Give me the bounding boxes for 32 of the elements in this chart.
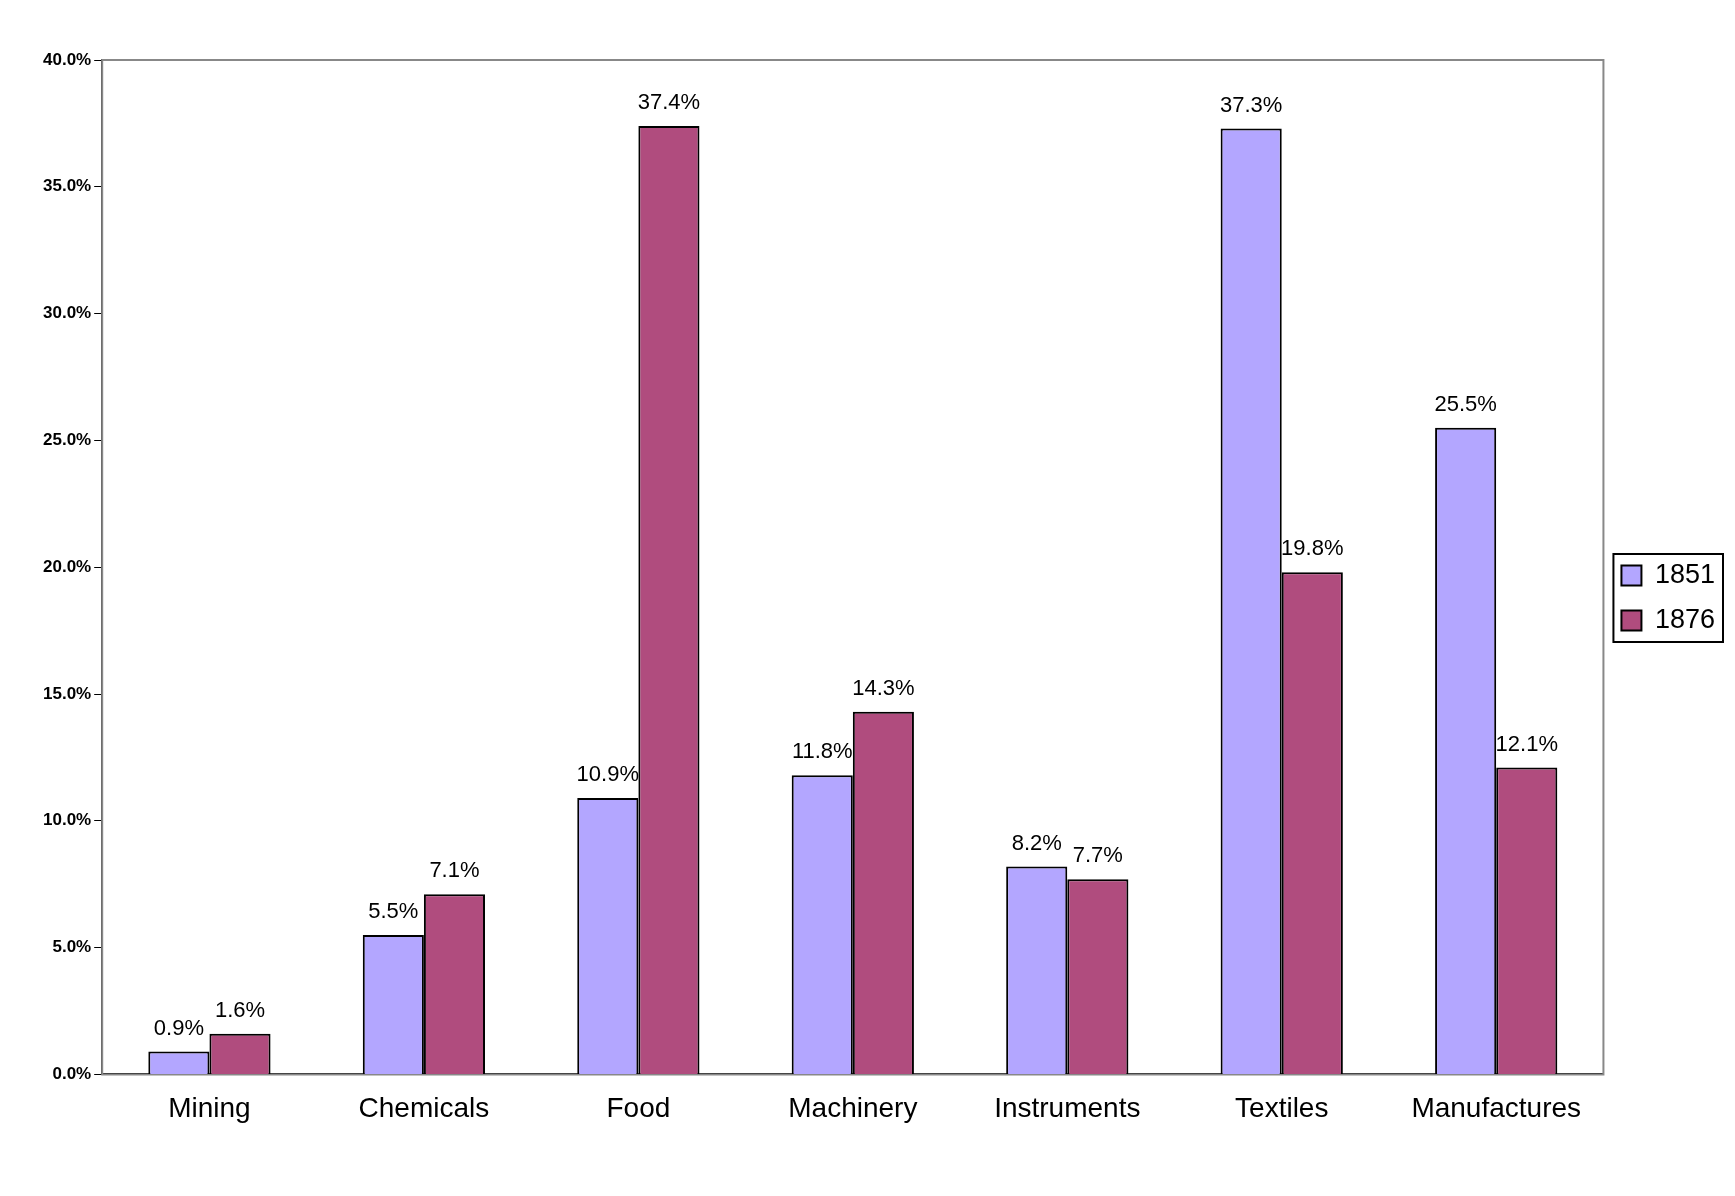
data-label: 11.8% [791, 738, 853, 764]
data-label: 10.9% [576, 761, 639, 787]
y-tick-label: 5.0% [52, 937, 92, 957]
x-tick-label: Manufactures [1411, 1091, 1582, 1123]
legend-label: 1851 [1654, 558, 1716, 589]
data-label: 7.7% [1072, 842, 1123, 868]
y-tick-label: 0.0% [52, 1064, 92, 1084]
data-label: 25.5% [1434, 390, 1497, 416]
x-tick-label: Food [606, 1091, 671, 1123]
data-label: 0.9% [153, 1014, 204, 1040]
data-label: 5.5% [368, 897, 419, 923]
legend-label: 1876 [1654, 603, 1716, 634]
data-label: 1.6% [214, 996, 266, 1022]
data-label: 7.1% [429, 857, 480, 883]
data-label: 19.8% [1281, 535, 1344, 561]
data-label: 37.4% [637, 89, 701, 114]
y-tick-label: 25.0% [43, 430, 92, 450]
y-tick-label: 20.0% [43, 556, 92, 576]
y-tick-label: 35.0% [43, 176, 92, 196]
y-tick-label: 40.0% [43, 49, 92, 69]
x-tick-label: Instruments [994, 1091, 1141, 1123]
data-label: 8.2% [1011, 829, 1062, 855]
x-tick-label: Machinery [788, 1091, 918, 1123]
data-label: 37.3% [1219, 91, 1283, 117]
x-tick-label: Mining [168, 1091, 251, 1123]
y-tick-label: 15.0% [43, 683, 92, 703]
y-tick-label: 10.0% [43, 810, 92, 830]
x-tick-label: Chemicals [358, 1091, 490, 1123]
y-tick-label: 30.0% [43, 303, 92, 323]
x-tick-label: Textiles [1235, 1091, 1329, 1123]
data-label: 14.3% [852, 674, 915, 700]
data-label: 12.1% [1495, 730, 1558, 756]
